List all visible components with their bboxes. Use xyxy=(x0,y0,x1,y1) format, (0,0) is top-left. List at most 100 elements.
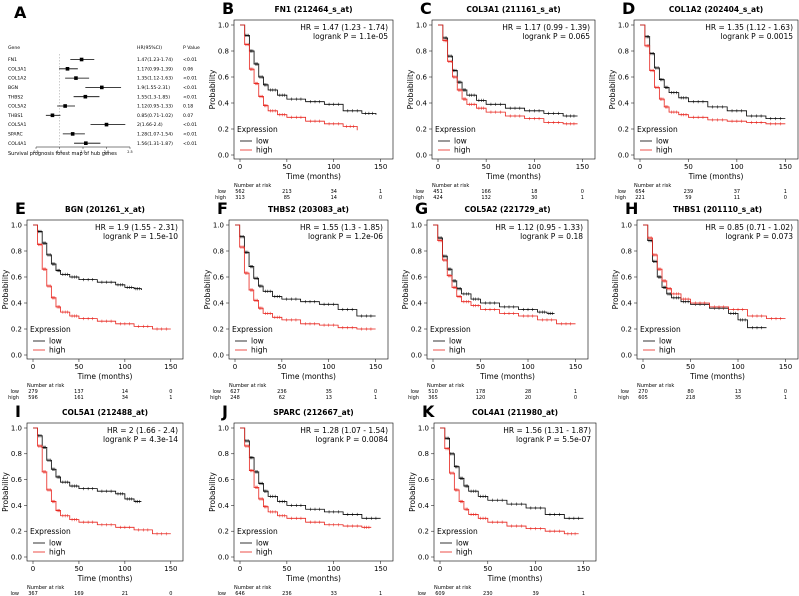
y-tick-label: 0.2 xyxy=(11,325,22,333)
risk-table-header: Number at risk xyxy=(229,383,266,389)
x-axis-label: Time (months) xyxy=(285,574,341,583)
forest-hr-text: 0.85(0.71-1.02) xyxy=(137,113,173,119)
x-tick-label: 0 xyxy=(238,565,242,573)
km-panel-I: I COL5A1 (212488_at) 0.0 0.2 0.4 0.6 0.8 1.0 0 50… xyxy=(1,402,184,596)
forest-caption: Survival prognosis forest map of hub gen… xyxy=(8,151,117,157)
forest-row: COL5A1 2(1.66-2.4) <0.01 xyxy=(8,122,197,128)
hr-annotation: HR = 2 (1.66 - 2.4) xyxy=(107,426,178,435)
risk-count-high: 1 xyxy=(784,395,787,401)
legend-title: Expression xyxy=(637,125,678,134)
plot-frame xyxy=(233,19,394,160)
y-tick-label: 0.2 xyxy=(11,528,22,536)
x-tick-label: 50 xyxy=(483,565,492,573)
forest-p-value: 0.06 xyxy=(183,66,193,72)
panel-title: COL5A2 (221729_at) xyxy=(464,205,550,214)
risk-count-high: 34 xyxy=(122,395,128,401)
plot-frame xyxy=(636,219,799,360)
forest-p-value: <0.01 xyxy=(183,132,197,138)
panel-label-A: A xyxy=(14,3,27,22)
y-tick-label: 0.4 xyxy=(418,502,430,510)
risk-count-high: 13 xyxy=(326,395,332,401)
logrank-annotation: logrank P = 1.2e-06 xyxy=(308,232,383,241)
y-tick-label: 1.0 xyxy=(418,424,429,432)
risk-count-high: 218 xyxy=(686,395,696,401)
x-tick-label: 50 xyxy=(282,163,291,171)
y-tick-label: 0.0 xyxy=(621,351,632,359)
x-tick-label: 150 xyxy=(369,363,382,371)
forest-hr-text: 1.9(1.55-2.31) xyxy=(137,85,170,91)
y-tick-label: 1.0 xyxy=(621,221,632,229)
panel-title: COL1A2 (202404_s_at) xyxy=(669,5,763,14)
y-axis-label: Probability xyxy=(1,472,10,512)
forest-p-value: 0.18 xyxy=(183,104,193,110)
y-tick-label: 0.0 xyxy=(411,351,422,359)
forest-axis-tick-label: 2.5 xyxy=(127,150,132,154)
x-tick-label: 50 xyxy=(74,363,83,371)
panel-title: FN1 (212464_s_at) xyxy=(274,5,352,14)
hr-annotation: HR = 1.55 (1.3 - 1.85) xyxy=(300,223,383,232)
hr-annotation: HR = 0.85 (0.71 - 1.02) xyxy=(705,223,793,232)
risk-row-label-high: high xyxy=(413,195,424,201)
legend-label-low: low xyxy=(256,137,269,146)
legend-label-high: high xyxy=(456,548,473,557)
risk-count-low: 33 xyxy=(331,591,337,596)
risk-count-high: 59 xyxy=(685,195,691,201)
risk-count-high: 132 xyxy=(481,195,491,201)
panel-label: E xyxy=(15,199,26,218)
x-tick-label: 50 xyxy=(476,363,485,371)
y-axis-label: Probability xyxy=(408,472,417,512)
risk-count-high: 35 xyxy=(735,395,741,401)
y-tick-label: 1.0 xyxy=(416,21,427,29)
risk-count-low: 0 xyxy=(784,389,787,395)
panel-label: G xyxy=(415,199,428,218)
y-tick-label: 0.6 xyxy=(418,476,430,484)
forest-row: COL4A1 1.56(1.31-1.87) <0.01 xyxy=(8,141,197,147)
risk-count-high: 1 xyxy=(374,395,377,401)
risk-row-label-low: low xyxy=(10,591,19,596)
legend-label-low: low xyxy=(49,539,62,548)
y-tick-label: 0.4 xyxy=(618,99,630,107)
km-panel-J: J SPARC (212667_at) 0.0 0.2 0.4 0.6 0.8 1.0 0 50 1… xyxy=(208,402,394,596)
risk-table-header: Number at risk xyxy=(434,585,471,591)
forest-hr-point xyxy=(84,141,88,145)
forest-gene-label: THBS1 xyxy=(7,113,23,119)
y-tick-label: 0.8 xyxy=(218,450,229,458)
x-tick-label: 50 xyxy=(684,163,693,171)
forest-row: FN1 1.47(1.23-1.74) <0.01 xyxy=(8,57,197,63)
y-tick-label: 0.0 xyxy=(11,553,22,561)
risk-table-header: Number at risk xyxy=(27,585,64,591)
forest-hr-text: 1.17(0.99-1.39) xyxy=(137,66,173,72)
x-tick-label: 150 xyxy=(164,363,177,371)
x-tick-label: 0 xyxy=(436,163,440,171)
y-tick-label: 0.6 xyxy=(218,476,230,484)
y-tick-label: 0.6 xyxy=(11,273,23,281)
forest-gene-label: THBS2 xyxy=(7,94,23,100)
legend-label-low: low xyxy=(449,337,462,346)
logrank-annotation: logrank P = 1.5e-10 xyxy=(103,232,178,241)
km-panel-H: H THBS1 (201110_s_at) 0.0 0.2 0.4 0.6 0.8 1.0 0 5… xyxy=(611,199,799,401)
legend-label-high: high xyxy=(256,548,273,557)
risk-count-low: 562 xyxy=(235,189,245,195)
hr-annotation: HR = 1.35 (1.12 - 1.63) xyxy=(705,23,793,32)
x-axis-label: Time (months) xyxy=(280,372,336,381)
y-tick-label: 0.8 xyxy=(418,450,429,458)
x-tick-label: 100 xyxy=(528,163,541,171)
forest-row: BGN 1.9(1.55-2.31) <0.01 xyxy=(8,85,197,91)
legend-title: Expression xyxy=(30,325,71,334)
risk-count-high: 120 xyxy=(476,395,486,401)
y-tick-label: 0.8 xyxy=(11,450,22,458)
km-panel-E: E BGN (201261_x_at) 0.0 0.2 0.4 0.6 0.8 1.0 0 50 1… xyxy=(1,199,184,401)
risk-table-header: Number at risk xyxy=(27,383,64,389)
forest-gene-label: COL3A1 xyxy=(8,66,26,72)
y-axis-label: Probability xyxy=(401,269,410,309)
risk-count-low: 21 xyxy=(122,591,128,596)
y-tick-label: 0.4 xyxy=(416,99,428,107)
legend-label-high: high xyxy=(49,548,66,557)
risk-count-high: 313 xyxy=(235,195,245,201)
risk-count-low: 169 xyxy=(74,591,84,596)
legend-title: Expression xyxy=(437,527,478,536)
forest-hr-point xyxy=(100,85,104,90)
forest-p-value: <0.01 xyxy=(183,85,197,91)
y-tick-label: 0.8 xyxy=(618,47,629,55)
km-panel-C: C COL3A1 (211161_s_at) 0.0 0.2 0.4 0.6 0.8 1.0 0… xyxy=(406,0,596,201)
